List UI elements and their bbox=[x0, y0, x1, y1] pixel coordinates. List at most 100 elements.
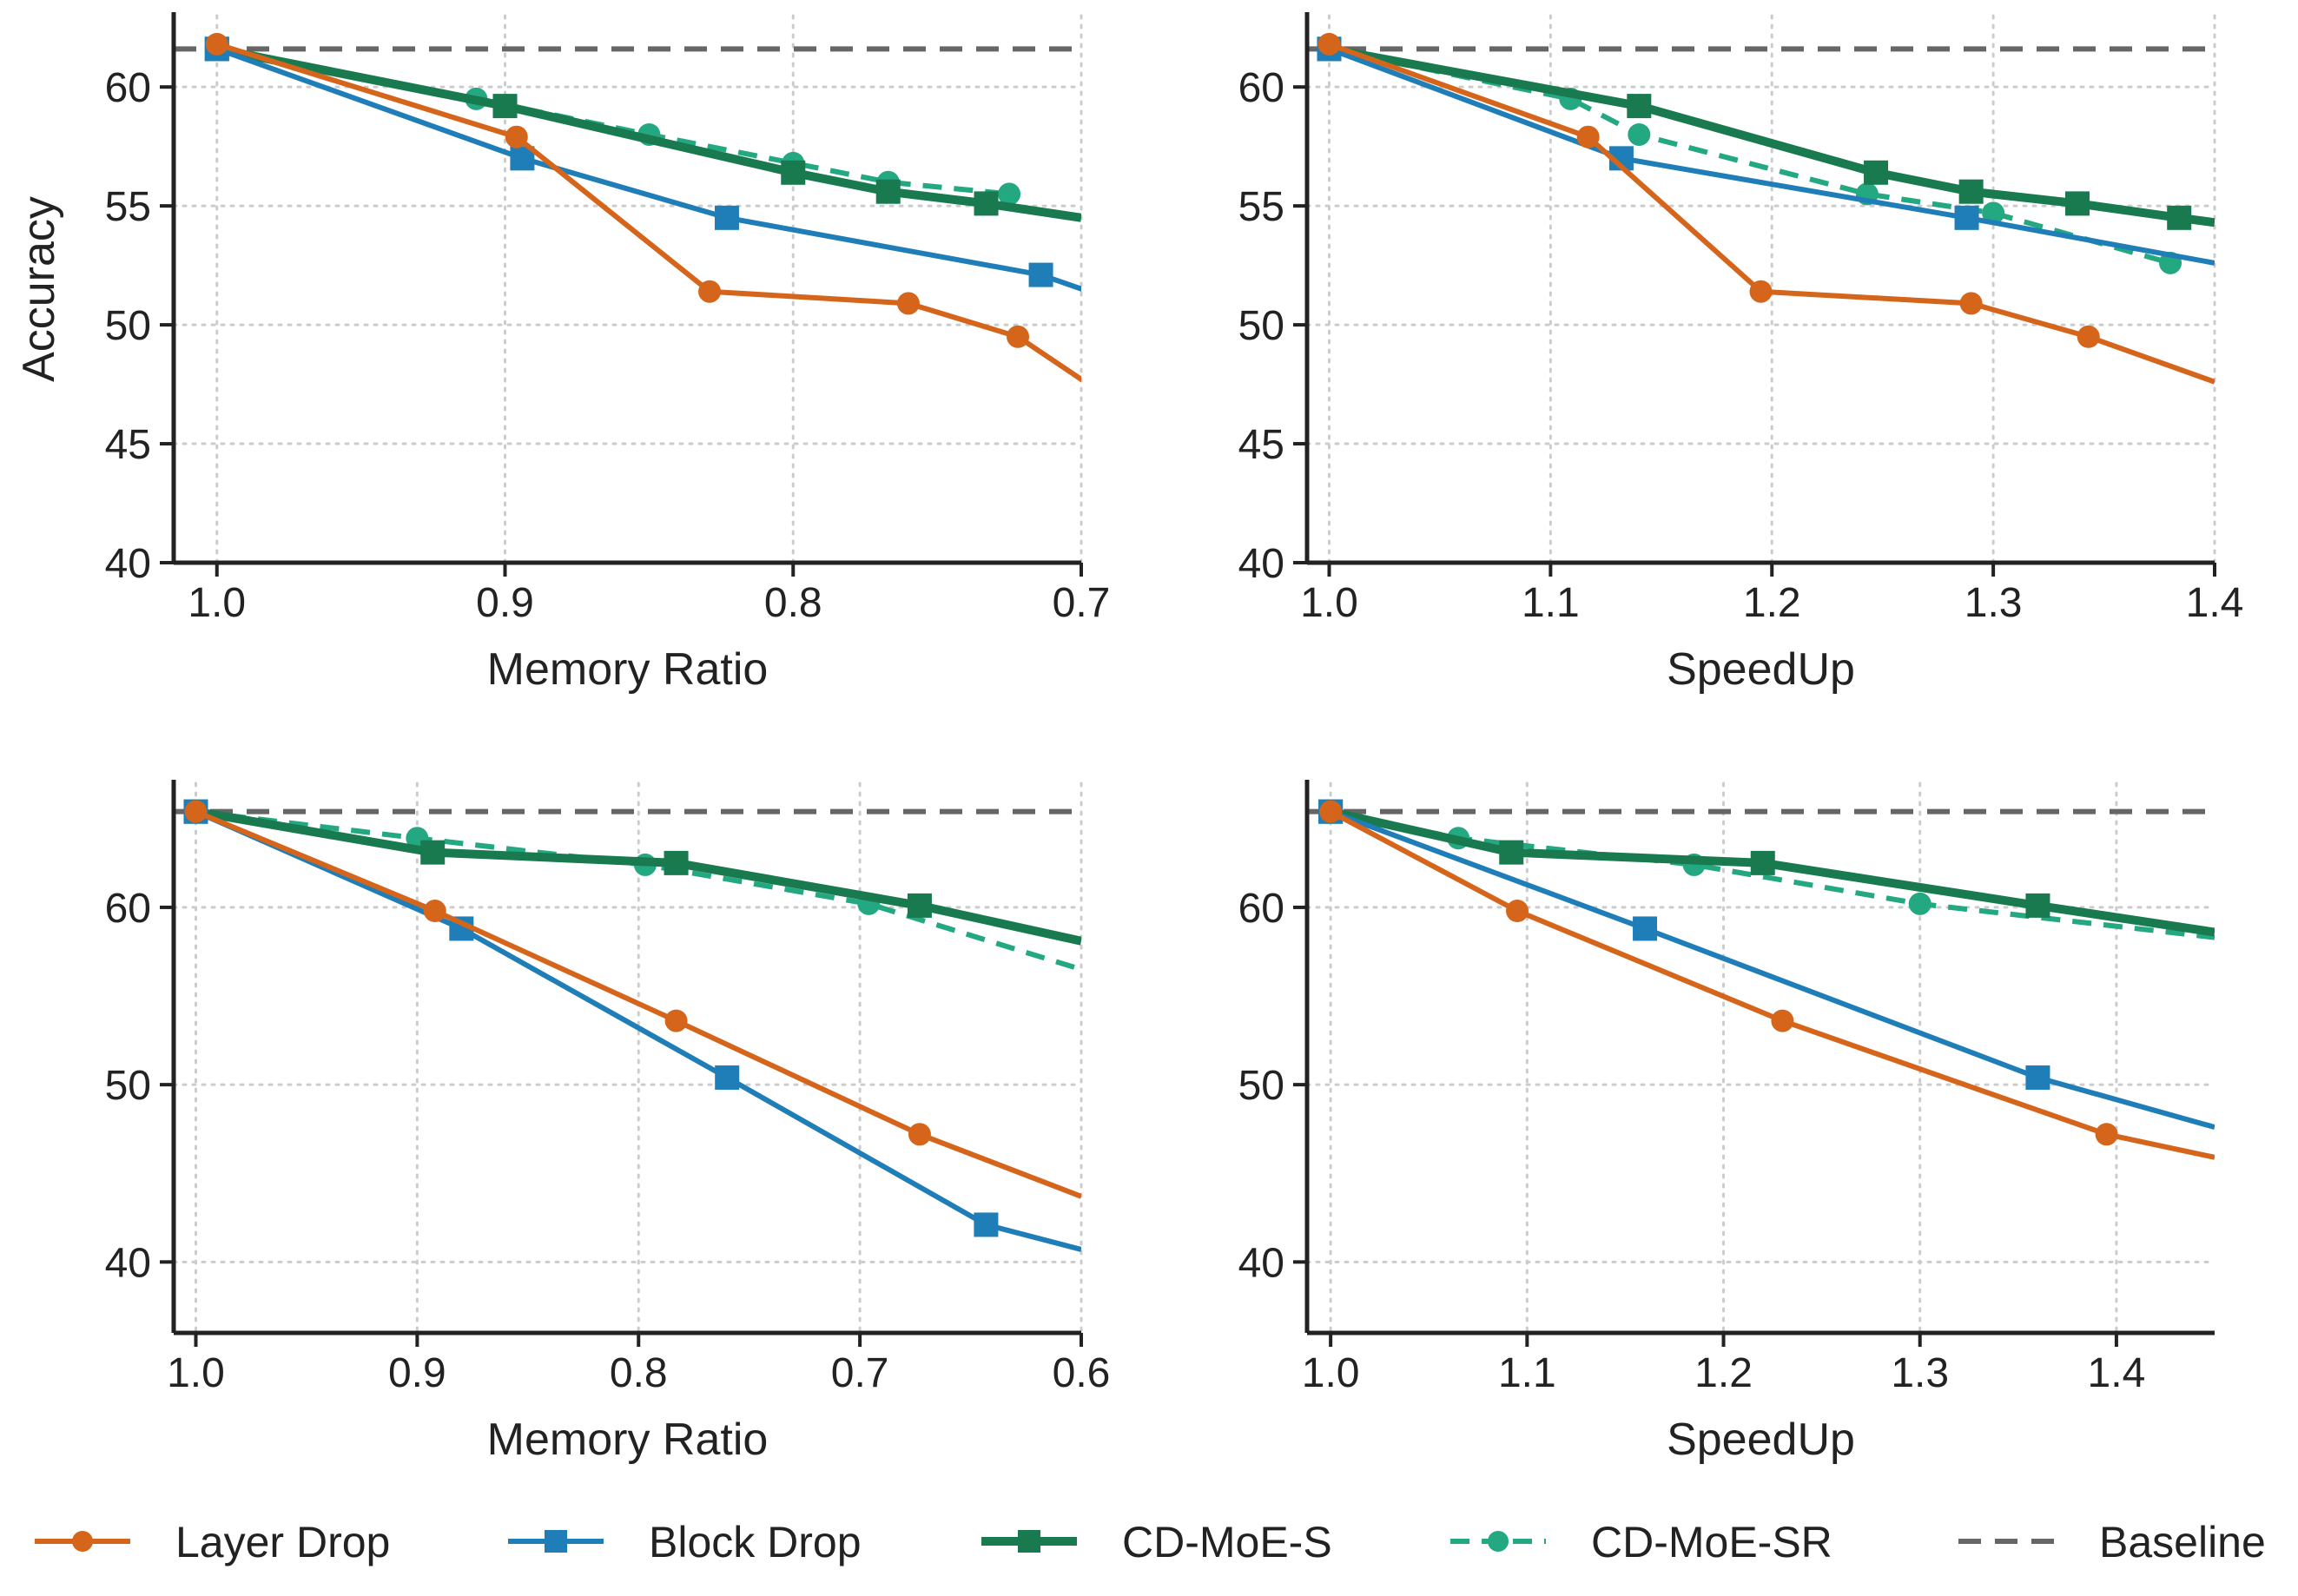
data-point-layer-drop bbox=[908, 1123, 931, 1146]
data-point-cd-moe-s bbox=[2025, 893, 2050, 918]
chart-panel-1: 1.0 0.9 0.8 0.7 40 45 50 55 60 Memory Ratio Accura… bbox=[14, 12, 1110, 695]
legend-marker bbox=[1018, 1530, 1040, 1553]
x-tick-label: 0.8 bbox=[610, 1350, 668, 1396]
legend-label: Layer Drop bbox=[175, 1518, 390, 1566]
x-tick-label: 1.1 bbox=[1498, 1350, 1556, 1396]
series-line-block-drop bbox=[1330, 808, 2215, 1130]
series-line-block-drop bbox=[1328, 46, 2215, 266]
x-axis-label: Memory Ratio bbox=[487, 1415, 769, 1465]
legend-label: CD-MoE-SR bbox=[1591, 1518, 1832, 1566]
data-point-cd-moe-s bbox=[2167, 205, 2192, 230]
legend: Layer Drop Block Drop CD-MoE-S CD-MoE-SR Bas… bbox=[35, 1518, 2266, 1566]
data-point-cd-moe-s bbox=[664, 850, 689, 875]
data-point-layer-drop bbox=[505, 125, 528, 148]
data-point-cd-moe-s bbox=[1958, 179, 1984, 204]
x-tick-label: 1.3 bbox=[1965, 580, 2023, 626]
data-point-layer-drop bbox=[423, 900, 446, 923]
data-point-layer-drop bbox=[1749, 280, 1773, 303]
data-point-cd-moe-s bbox=[907, 893, 932, 918]
data-point-cd-moe-s bbox=[974, 191, 999, 216]
y-tick-label: 60 bbox=[105, 886, 151, 932]
x-tick-label: 1.2 bbox=[1694, 1350, 1753, 1396]
x-tick-label: 1.0 bbox=[1300, 580, 1358, 626]
series-line-cd-moe-s bbox=[215, 44, 1081, 222]
data-point-layer-drop bbox=[664, 1009, 688, 1032]
y-axis-label: Accuracy bbox=[14, 196, 64, 382]
legend-item-cd-moe-s: CD-MoE-S bbox=[981, 1518, 1332, 1566]
data-point-cd-moe-s bbox=[875, 179, 901, 204]
panels: 1.0 0.9 0.8 0.7 40 45 50 55 60 Memory Ratio Accura… bbox=[14, 12, 2243, 1465]
legend-item-block-drop: Block Drop bbox=[508, 1518, 862, 1566]
chart-panel-3: 1.0 0.9 0.8 0.7 0.6 40 50 60 Memory Ratio bbox=[105, 780, 1111, 1465]
x-tick-label: 1.0 bbox=[167, 1350, 225, 1396]
y-tick-label: 45 bbox=[105, 422, 151, 468]
series-group bbox=[204, 32, 1081, 383]
data-point-cd-moe-sr bbox=[1982, 201, 2005, 225]
x-tick-label: 1.0 bbox=[188, 580, 246, 626]
series-line-layer-drop bbox=[1328, 42, 2215, 385]
data-point-block-drop bbox=[1028, 262, 1053, 287]
y-tick-label: 60 bbox=[105, 65, 151, 111]
x-axis-label: SpeedUp bbox=[1667, 644, 1855, 695]
y-tick-label: 40 bbox=[1238, 541, 1284, 587]
data-point-layer-drop bbox=[184, 800, 208, 823]
data-point-layer-drop bbox=[1506, 900, 1529, 923]
y-tick-label: 55 bbox=[105, 184, 151, 230]
data-point-layer-drop bbox=[1317, 32, 1341, 56]
series-line-layer-drop bbox=[215, 42, 1081, 383]
legend-item-cd-moe-sr: CD-MoE-SR bbox=[1450, 1518, 1832, 1566]
y-tick-label: 60 bbox=[1238, 65, 1284, 111]
data-point-cd-moe-s bbox=[1864, 160, 1889, 185]
data-point-block-drop bbox=[2025, 1065, 2050, 1090]
legend-marker bbox=[1488, 1531, 1509, 1552]
legend-label: Baseline bbox=[2099, 1518, 2266, 1566]
x-tick-label: 1.2 bbox=[1743, 580, 1801, 626]
x-tick-label: 0.6 bbox=[1053, 1350, 1111, 1396]
x-tick-label: 0.9 bbox=[476, 580, 534, 626]
data-point-block-drop bbox=[714, 205, 739, 230]
series-line-cd-moe-sr bbox=[1330, 808, 2215, 940]
data-point-layer-drop bbox=[2077, 325, 2100, 348]
data-point-layer-drop bbox=[1007, 325, 1030, 348]
data-point-cd-moe-sr bbox=[1628, 122, 1651, 146]
x-tick-label: 0.8 bbox=[764, 580, 822, 626]
y-tick-label: 40 bbox=[105, 541, 151, 587]
series-group bbox=[1318, 799, 2215, 1160]
data-point-cd-moe-s bbox=[781, 160, 806, 185]
data-point-cd-moe-s bbox=[420, 840, 446, 865]
y-tick-label: 50 bbox=[1238, 1063, 1284, 1109]
series-group bbox=[183, 799, 1081, 1252]
chart-panel-2: 1.0 1.1 1.2 1.3 1.4 40 45 50 55 60 SpeedUp bbox=[1238, 12, 2244, 695]
x-tick-label: 1.4 bbox=[2186, 580, 2244, 626]
data-point-block-drop bbox=[715, 1065, 740, 1090]
legend-marker bbox=[545, 1530, 567, 1553]
x-tick-label: 1.4 bbox=[2088, 1350, 2146, 1396]
data-point-layer-drop bbox=[1959, 292, 1983, 315]
data-point-layer-drop bbox=[1319, 800, 1343, 823]
data-point-cd-moe-s bbox=[1627, 94, 1652, 119]
data-point-layer-drop bbox=[205, 32, 228, 56]
data-point-block-drop bbox=[1633, 916, 1658, 941]
y-tick-label: 60 bbox=[1238, 886, 1284, 932]
y-tick-label: 50 bbox=[105, 303, 151, 349]
x-tick-label: 0.7 bbox=[1053, 580, 1111, 626]
y-tick-label: 40 bbox=[1238, 1240, 1284, 1286]
data-point-layer-drop bbox=[2095, 1123, 2118, 1146]
y-tick-label: 45 bbox=[1238, 422, 1284, 468]
data-point-cd-moe-s bbox=[492, 94, 518, 119]
y-tick-label: 55 bbox=[1238, 184, 1284, 230]
y-tick-label: 50 bbox=[105, 1063, 151, 1109]
data-point-cd-moe-s bbox=[1750, 850, 1775, 875]
x-tick-label: 0.7 bbox=[831, 1350, 889, 1396]
legend-label: Block Drop bbox=[649, 1518, 862, 1566]
y-tick-label: 50 bbox=[1238, 303, 1284, 349]
data-point-layer-drop bbox=[698, 280, 722, 303]
data-point-cd-moe-sr bbox=[1908, 892, 1932, 915]
x-tick-label: 1.1 bbox=[1522, 580, 1580, 626]
data-point-layer-drop bbox=[1576, 125, 1600, 148]
x-axis-label: Memory Ratio bbox=[487, 644, 769, 695]
series-line-cd-moe-sr bbox=[1328, 46, 2171, 266]
y-tick-label: 40 bbox=[105, 1240, 151, 1286]
legend-item-baseline: Baseline bbox=[1958, 1518, 2266, 1566]
